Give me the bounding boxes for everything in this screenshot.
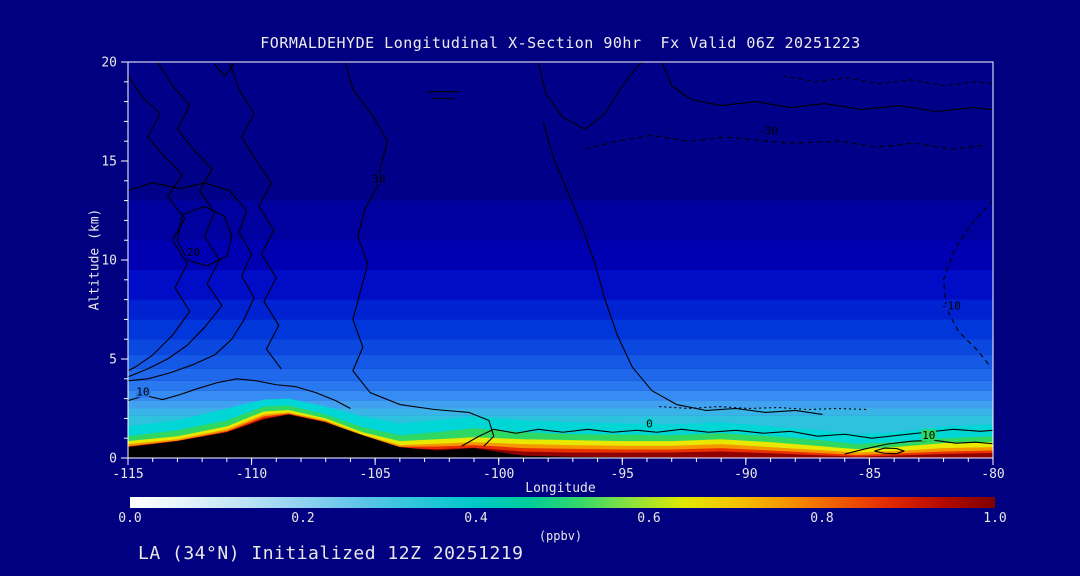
colorbar bbox=[130, 497, 995, 508]
colorbar-tick-label: 0.4 bbox=[464, 511, 488, 526]
contour-line-loop-20 bbox=[176, 205, 233, 267]
contour-line-zero-surface bbox=[461, 428, 993, 447]
background-band bbox=[128, 408, 993, 416]
contour-line-loop-right bbox=[874, 447, 905, 455]
colorbar-tick-label: 0.0 bbox=[118, 511, 142, 526]
background-band bbox=[128, 269, 993, 300]
contour-line-left-3 bbox=[228, 62, 282, 370]
background-band bbox=[128, 380, 993, 391]
contour-label: -10 bbox=[941, 300, 961, 313]
contour-label: 20 bbox=[187, 246, 200, 259]
colorbar-unit-label: (ppbv) bbox=[538, 529, 583, 543]
background-band bbox=[128, 299, 993, 320]
contour-line-low-10-left bbox=[128, 378, 351, 409]
y-tick-label: 20 bbox=[101, 56, 117, 71]
x-tick-label: -95 bbox=[611, 467, 634, 482]
x-tick-label: -115 bbox=[112, 467, 143, 482]
background-band bbox=[128, 240, 993, 270]
contour-line-dash-top-right bbox=[782, 75, 993, 87]
colorbar-tick-label: 0.6 bbox=[637, 511, 661, 526]
terrain-silhouette bbox=[128, 414, 993, 458]
y-tick-label: 5 bbox=[109, 353, 117, 368]
colorbar-tick-label: 0.2 bbox=[291, 511, 315, 526]
init-time-label: LA (34°N) Initialized 12Z 20251219 bbox=[138, 543, 524, 564]
contour-label: -30 bbox=[758, 124, 778, 137]
y-tick-label: 15 bbox=[101, 155, 117, 170]
background-band bbox=[128, 339, 993, 356]
background-band bbox=[128, 62, 993, 201]
contour-label: 10 bbox=[136, 386, 149, 399]
contour-line-left-2 bbox=[128, 62, 223, 378]
x-tick-label: -90 bbox=[734, 467, 757, 482]
plot-area: 20 30 10 -30 -10 0 10 bbox=[128, 62, 993, 458]
contour-line-main-30 bbox=[344, 62, 495, 447]
contour-line-minus-10 bbox=[943, 200, 993, 368]
contour-line-left-4 bbox=[128, 182, 255, 382]
y-tick-label: 0 bbox=[109, 452, 117, 467]
contour-line-left-1 bbox=[128, 75, 191, 372]
background-band bbox=[128, 390, 993, 401]
colorbar-tick-label: 0.8 bbox=[810, 511, 834, 526]
contour-label: 30 bbox=[372, 173, 385, 186]
contour-line-v-marker bbox=[214, 63, 235, 77]
background-band bbox=[128, 400, 993, 409]
x-tick-label: -110 bbox=[236, 467, 267, 482]
x-tick-label: -80 bbox=[981, 467, 1004, 482]
x-tick-label: -100 bbox=[483, 467, 514, 482]
y-axis-label: Altitude (km) bbox=[87, 208, 103, 311]
background-band bbox=[128, 200, 993, 241]
x-axis-label: Longitude bbox=[525, 481, 596, 496]
contour-line-top-right bbox=[661, 62, 993, 113]
x-tick-label: -85 bbox=[858, 467, 881, 482]
background-band bbox=[128, 368, 993, 381]
chart-title: FORMALDEHYDE Longitudinal X-Section 90hr… bbox=[260, 34, 861, 52]
contour-line-ten-right bbox=[844, 439, 993, 455]
contour-line-mid-down bbox=[542, 121, 823, 415]
background-band bbox=[128, 355, 993, 369]
background-band bbox=[128, 319, 993, 340]
y-tick-label: 10 bbox=[101, 254, 117, 269]
x-tick-label: -105 bbox=[359, 467, 390, 482]
colorbar-tick-label: 1.0 bbox=[983, 511, 1007, 526]
contour-label: 0 bbox=[646, 417, 653, 430]
contour-label: 10 bbox=[922, 429, 935, 442]
contour-line-mid-top bbox=[537, 62, 643, 130]
